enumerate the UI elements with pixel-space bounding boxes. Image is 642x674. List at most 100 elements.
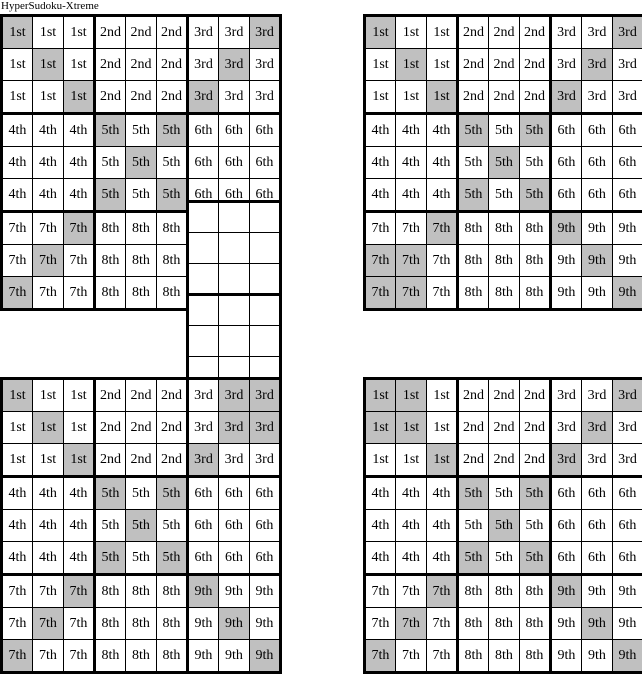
sudoku-cell[interactable]: 8th [489, 277, 520, 310]
sudoku-cell[interactable]: 9th [582, 575, 613, 608]
sudoku-cell[interactable]: 9th [613, 277, 642, 310]
sudoku-cell[interactable]: 8th [157, 245, 188, 277]
sudoku-cell[interactable]: 6th [219, 114, 250, 147]
sudoku-cell[interactable]: 6th [188, 477, 219, 510]
sudoku-cell[interactable]: 3rd [219, 444, 250, 477]
sudoku-cell[interactable]: 6th [613, 179, 642, 212]
sudoku-cell[interactable]: 2nd [126, 49, 157, 81]
sudoku-cell[interactable]: 2nd [489, 412, 520, 444]
sudoku-cell[interactable]: 1st [427, 81, 458, 114]
sudoku-cell[interactable]: 7th [33, 640, 64, 673]
sudoku-cell[interactable]: 4th [427, 542, 458, 575]
sudoku-cell[interactable]: 5th [520, 147, 551, 179]
sudoku-cell[interactable]: 7th [33, 245, 64, 277]
sudoku-cell[interactable]: 9th [250, 640, 281, 673]
sudoku-cell[interactable]: 5th [126, 477, 157, 510]
sudoku-cell[interactable]: 1st [33, 412, 64, 444]
sudoku-cell[interactable]: 9th [551, 575, 582, 608]
sudoku-cell[interactable]: 8th [520, 575, 551, 608]
sudoku-cell[interactable]: 8th [520, 608, 551, 640]
sudoku-cell[interactable] [188, 202, 219, 233]
sudoku-cell[interactable]: 2nd [157, 444, 188, 477]
sudoku-cell[interactable]: 9th [551, 277, 582, 310]
sudoku-cell[interactable]: 1st [33, 444, 64, 477]
sudoku-cell[interactable]: 4th [2, 114, 33, 147]
sudoku-cell[interactable]: 4th [365, 542, 396, 575]
sudoku-cell[interactable]: 4th [396, 542, 427, 575]
sudoku-cell[interactable]: 1st [396, 81, 427, 114]
sudoku-cell[interactable]: 3rd [582, 444, 613, 477]
sudoku-cell[interactable]: 3rd [551, 444, 582, 477]
sudoku-cell[interactable]: 1st [396, 412, 427, 444]
sudoku-cell[interactable]: 1st [396, 49, 427, 81]
sudoku-cell[interactable]: 5th [157, 477, 188, 510]
sudoku-cell[interactable]: 7th [427, 277, 458, 310]
sudoku-cell[interactable]: 3rd [582, 49, 613, 81]
sudoku-cell[interactable]: 4th [33, 179, 64, 212]
sudoku-cell[interactable]: 3rd [582, 16, 613, 49]
sudoku-cell[interactable]: 4th [396, 179, 427, 212]
sudoku-cell[interactable]: 7th [427, 608, 458, 640]
sudoku-cell[interactable]: 2nd [489, 81, 520, 114]
sudoku-cell[interactable]: 5th [489, 147, 520, 179]
sudoku-cell[interactable] [188, 295, 219, 326]
sudoku-cell[interactable]: 2nd [157, 49, 188, 81]
sudoku-cell[interactable]: 7th [396, 640, 427, 673]
sudoku-cell[interactable]: 2nd [489, 16, 520, 49]
sudoku-cell[interactable]: 6th [582, 114, 613, 147]
sudoku-cell[interactable]: 3rd [188, 444, 219, 477]
sudoku-cell[interactable]: 1st [427, 412, 458, 444]
sudoku-cell[interactable]: 7th [365, 245, 396, 277]
sudoku-cell[interactable]: 5th [458, 510, 489, 542]
sudoku-cell[interactable]: 1st [427, 444, 458, 477]
sudoku-cell[interactable]: 2nd [489, 379, 520, 412]
sudoku-cell[interactable]: 5th [520, 179, 551, 212]
sudoku-cell[interactable]: 2nd [126, 81, 157, 114]
sudoku-cell[interactable]: 7th [427, 212, 458, 245]
sudoku-cell[interactable] [188, 233, 219, 264]
sudoku-cell[interactable]: 3rd [613, 81, 642, 114]
sudoku-cell[interactable]: 6th [188, 510, 219, 542]
sudoku-cell[interactable]: 1st [64, 49, 95, 81]
sudoku-cell[interactable]: 4th [365, 510, 396, 542]
sudoku-cell[interactable]: 1st [64, 81, 95, 114]
sudoku-cell[interactable]: 4th [427, 510, 458, 542]
sudoku-cell[interactable]: 6th [250, 114, 281, 147]
sudoku-cell[interactable]: 5th [458, 147, 489, 179]
sudoku-cell[interactable]: 3rd [551, 49, 582, 81]
sudoku-cell[interactable]: 4th [64, 542, 95, 575]
sudoku-cell[interactable]: 9th [613, 245, 642, 277]
sudoku-cell[interactable]: 1st [2, 81, 33, 114]
sudoku-cell[interactable]: 8th [95, 277, 126, 310]
sudoku-cell[interactable]: 9th [188, 640, 219, 673]
sudoku-cell[interactable]: 1st [396, 16, 427, 49]
sudoku-cell[interactable]: 6th [188, 114, 219, 147]
sudoku-cell[interactable]: 5th [95, 510, 126, 542]
sudoku-cell[interactable]: 1st [365, 49, 396, 81]
sudoku-cell[interactable]: 3rd [219, 412, 250, 444]
sudoku-cell[interactable]: 8th [126, 245, 157, 277]
sudoku-cell[interactable]: 4th [427, 179, 458, 212]
sudoku-cell[interactable]: 1st [2, 412, 33, 444]
sudoku-cell[interactable]: 5th [157, 510, 188, 542]
sudoku-cell[interactable]: 1st [365, 16, 396, 49]
sudoku-cell[interactable]: 7th [427, 640, 458, 673]
sudoku-cell[interactable]: 7th [64, 640, 95, 673]
sudoku-cell[interactable]: 5th [95, 477, 126, 510]
sudoku-cell[interactable]: 5th [458, 114, 489, 147]
sudoku-cell[interactable]: 6th [188, 542, 219, 575]
sudoku-cell[interactable]: 1st [365, 379, 396, 412]
sudoku-cell[interactable]: 3rd [250, 379, 281, 412]
sudoku-cell[interactable]: 6th [250, 477, 281, 510]
sudoku-cell[interactable]: 8th [458, 277, 489, 310]
sudoku-cell[interactable]: 5th [489, 114, 520, 147]
sudoku-cell[interactable]: 9th [582, 640, 613, 673]
sudoku-cell[interactable]: 4th [396, 147, 427, 179]
sudoku-cell[interactable]: 6th [551, 477, 582, 510]
sudoku-cell[interactable]: 2nd [458, 412, 489, 444]
sudoku-cell[interactable]: 8th [157, 212, 188, 245]
sudoku-cell[interactable]: 5th [489, 542, 520, 575]
sudoku-cell[interactable]: 8th [95, 575, 126, 608]
sudoku-cell[interactable]: 1st [64, 16, 95, 49]
